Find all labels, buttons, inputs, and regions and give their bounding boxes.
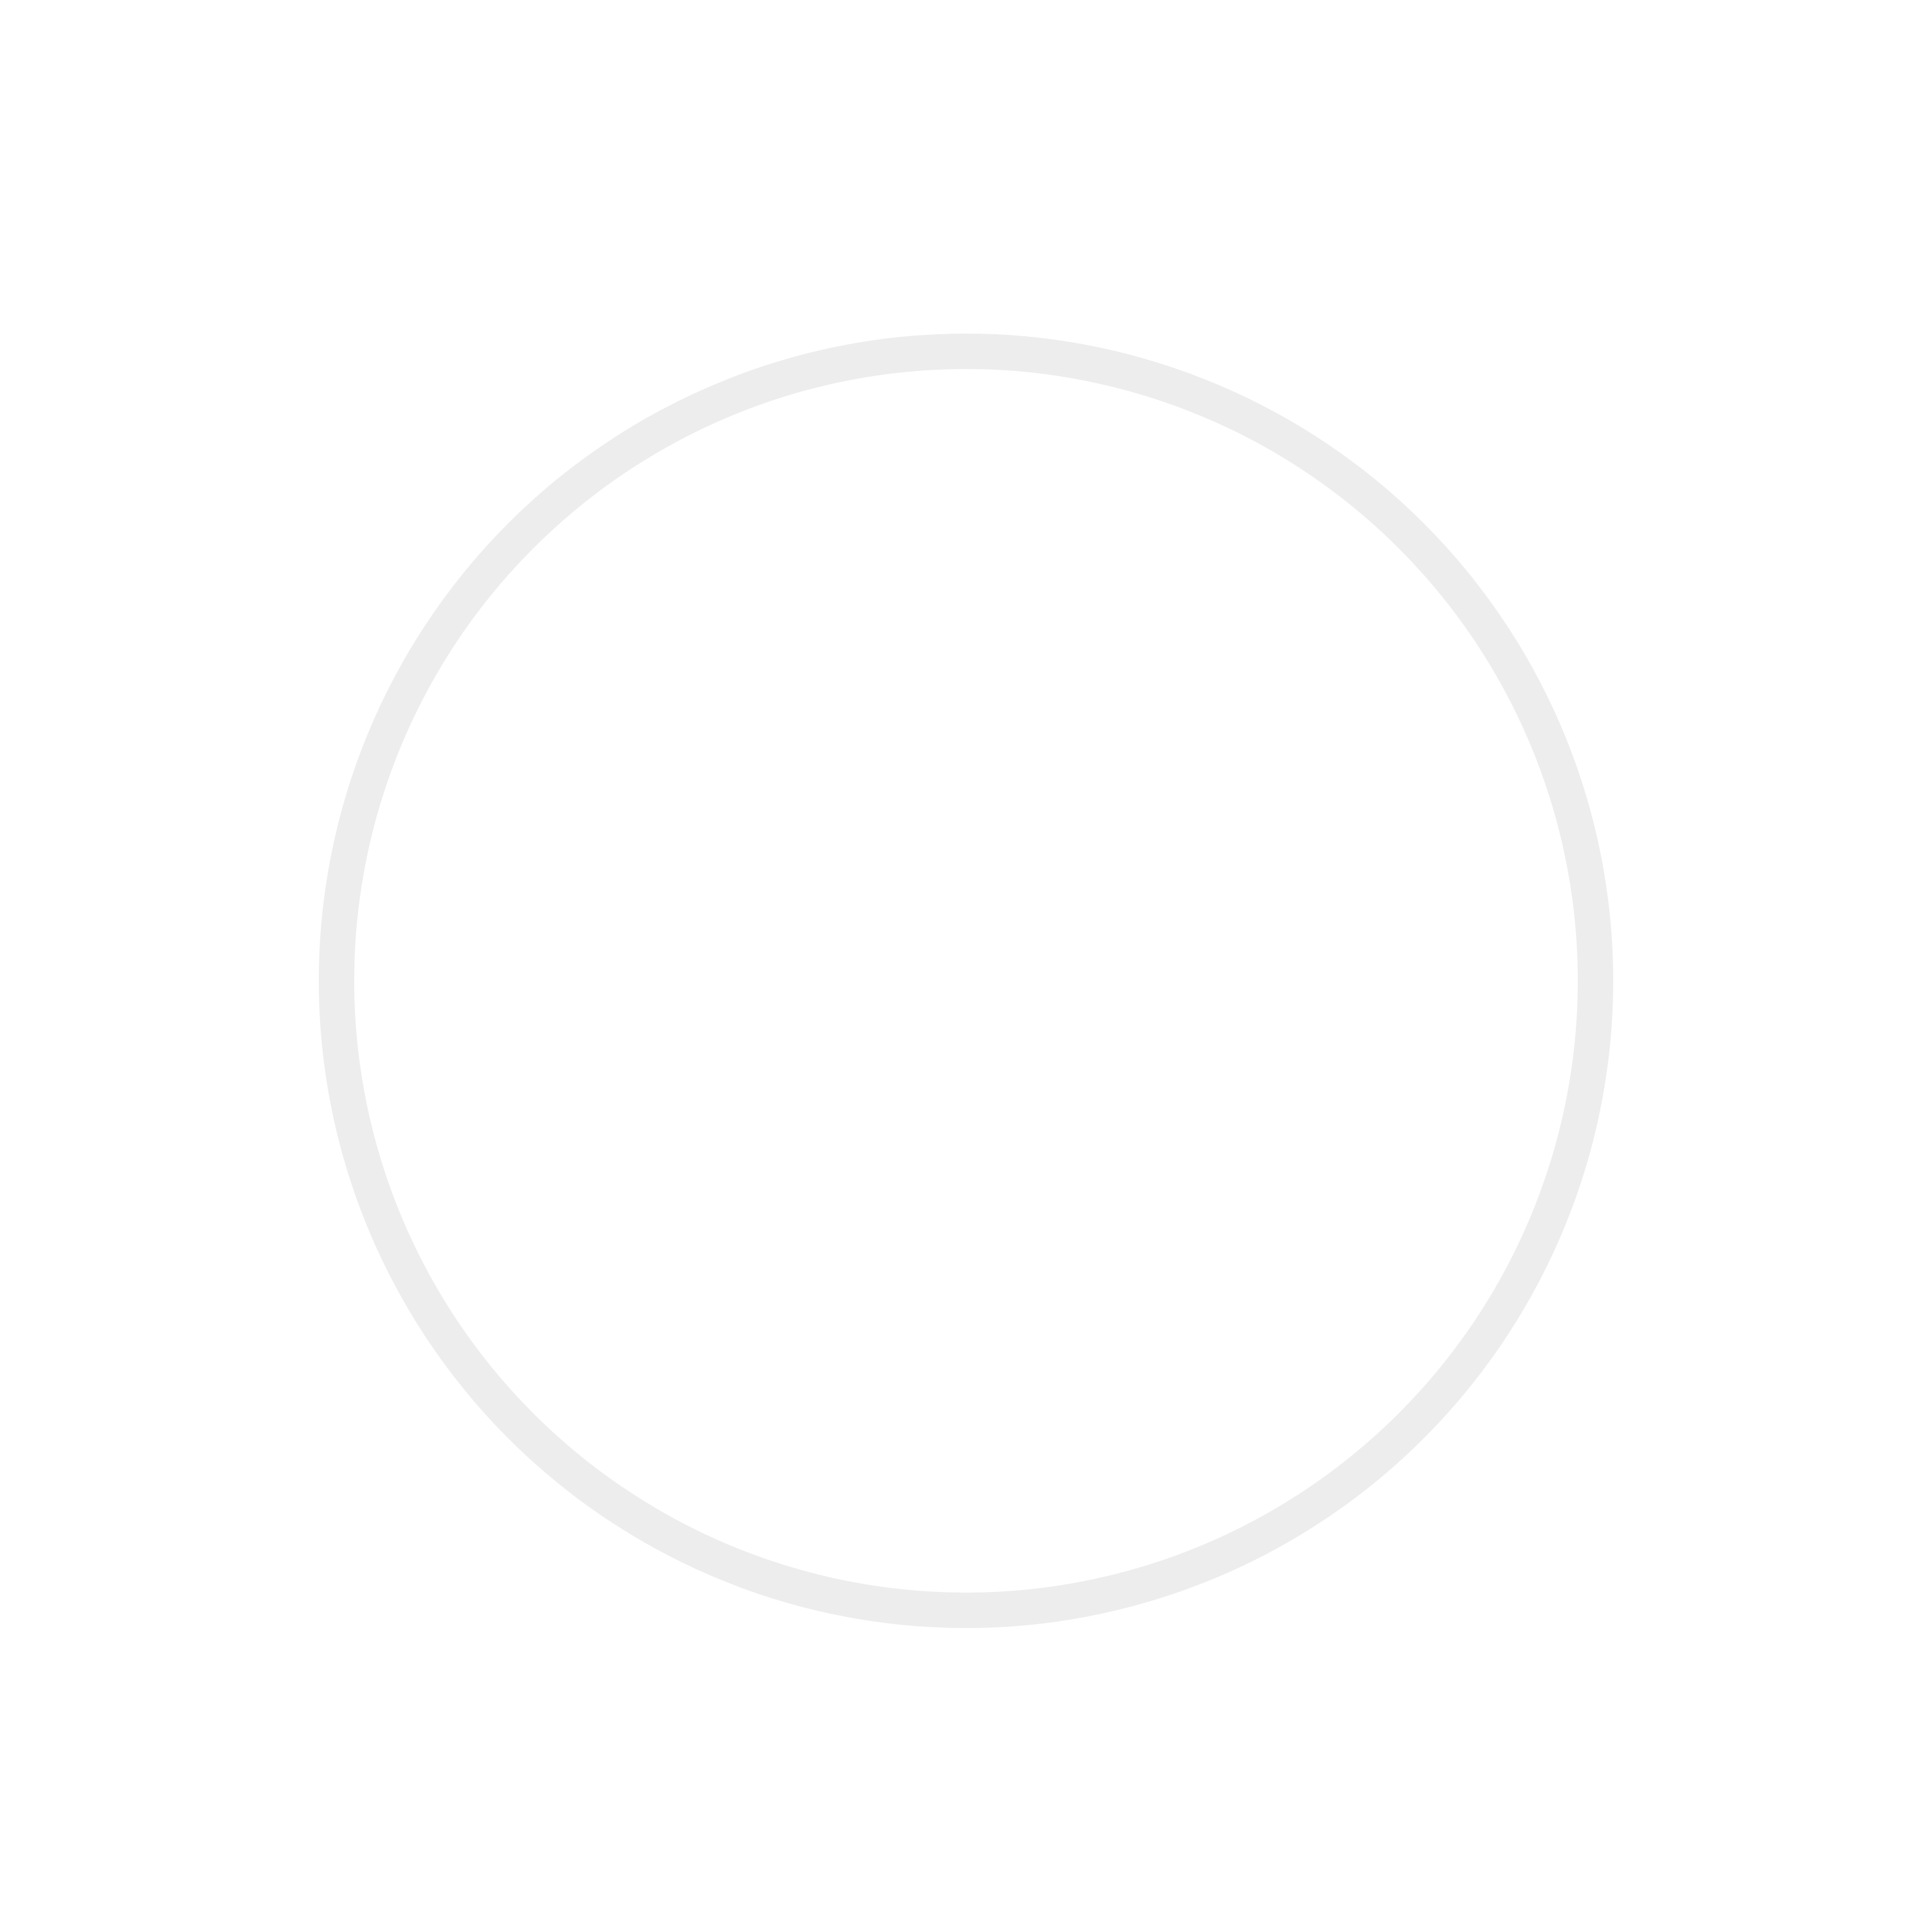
outer-ring [319, 334, 1613, 1628]
ring-band [319, 334, 1613, 1628]
